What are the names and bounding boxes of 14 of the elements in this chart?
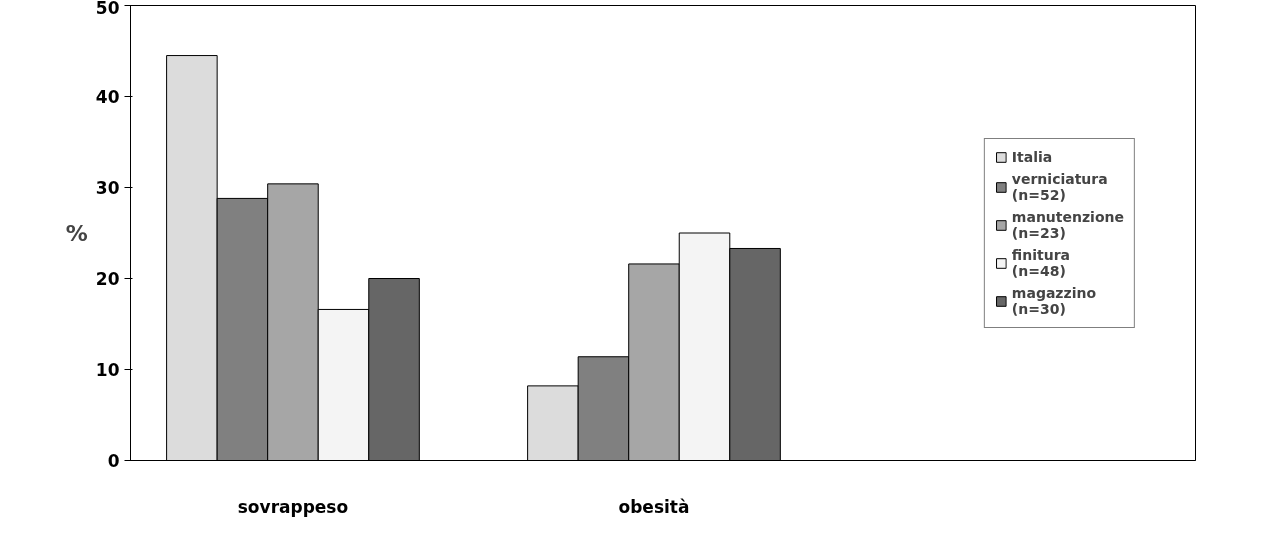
legend-label: verniciatura (n=52) [1011, 170, 1108, 203]
legend-label: finitura (n=48) [1011, 246, 1070, 279]
y-tick-label: 0 [107, 451, 120, 471]
legend-label: manutenzione (n=23) [1011, 208, 1124, 241]
x-tick-label: obesità [618, 496, 690, 517]
y-tick-label: 30 [95, 178, 120, 198]
x-tick-label: sovrappeso [237, 496, 349, 517]
y-tick-label: 20 [95, 269, 120, 289]
y-tick-label: 50 [95, 0, 120, 18]
y-axis-title: % [65, 220, 88, 246]
y-tick-label: 10 [95, 360, 120, 380]
legend-label: magazzino (n=30) [1011, 284, 1097, 317]
y-tick-label: 40 [95, 87, 120, 107]
legend-label: Italia [1011, 148, 1053, 165]
